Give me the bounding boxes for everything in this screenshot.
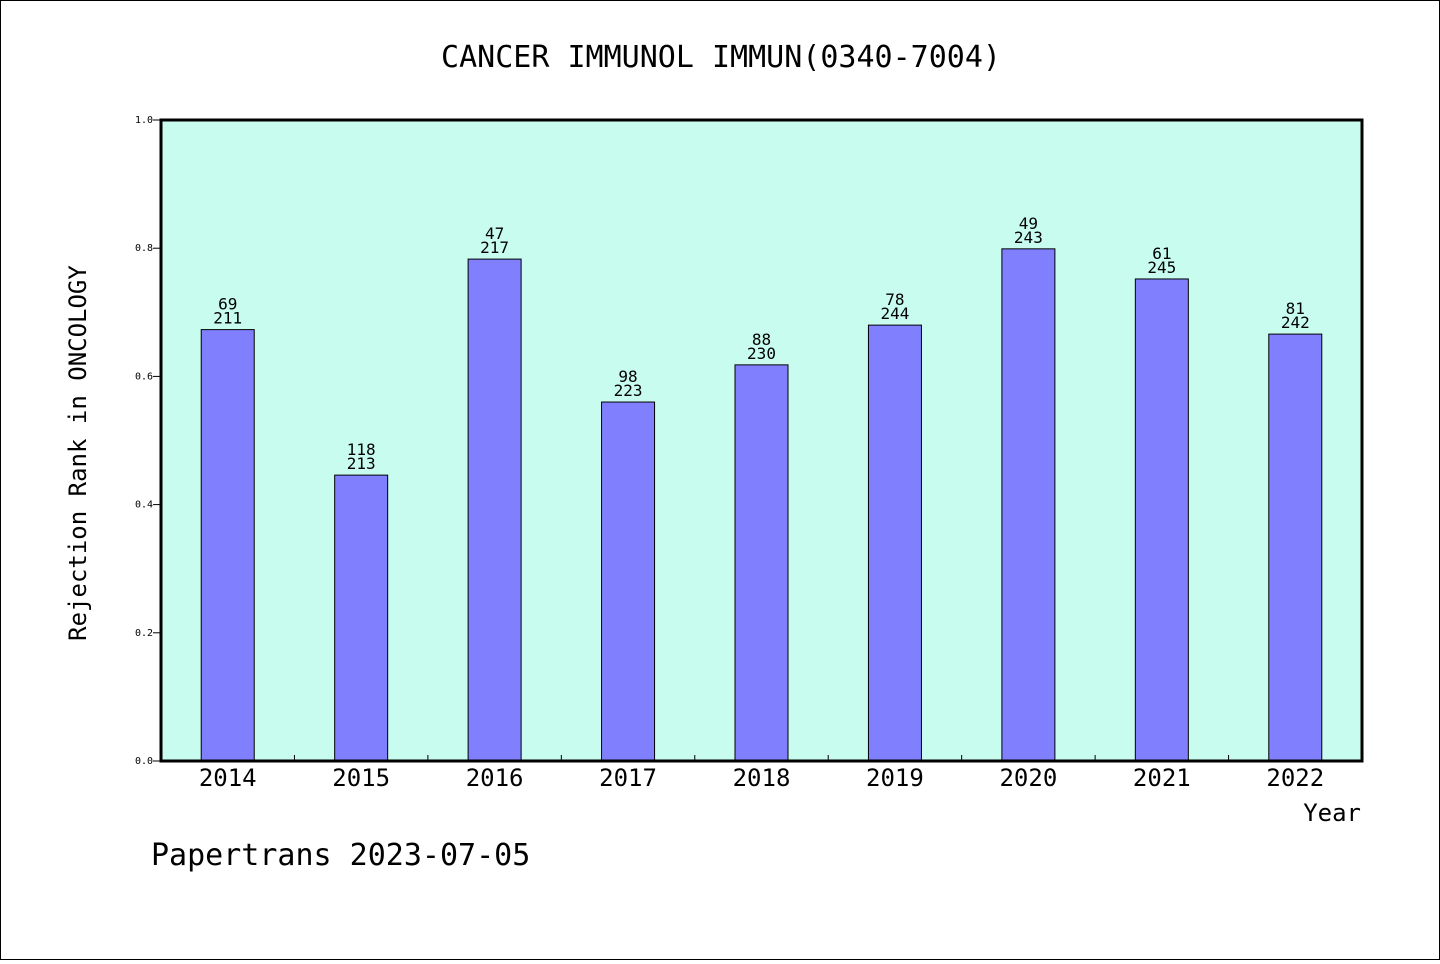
footer-text: Papertrans 2023-07-05: [151, 838, 530, 873]
rank-label: 61: [1152, 244, 1171, 263]
total-label: 211: [213, 309, 242, 328]
chart-title: CANCER IMMUNOL IMMUN(0340-7004): [441, 40, 1001, 75]
data-labels: 6921111821347217982238823078244492436124…: [213, 214, 1309, 473]
rank-label: 98: [618, 367, 637, 386]
y-tick-label: 0.8: [135, 243, 153, 254]
total-label: 217: [480, 238, 509, 257]
x-tick-label: 2021: [1133, 764, 1191, 792]
total-label: 213: [347, 454, 376, 473]
bar-2020: [1001, 248, 1056, 762]
rank-label: 47: [485, 224, 504, 243]
bar-2015: [334, 474, 389, 762]
plot-border: [159, 118, 1364, 763]
y-tick-label: 0.6: [135, 371, 153, 382]
x-tick-label: 2019: [866, 764, 924, 792]
x-tick-label: 2020: [999, 764, 1057, 792]
x-tick-label: 2022: [1266, 764, 1324, 792]
y-axis: 0.0 0.2 0.4 0.6 0.8 1.0: [135, 115, 161, 767]
total-label: 230: [747, 344, 776, 363]
total-label: 244: [880, 304, 909, 323]
x-tick-label: 2016: [466, 764, 524, 792]
total-label: 245: [1147, 258, 1176, 277]
x-tick-label: 2014: [199, 764, 257, 792]
y-tick-label: 0.2: [135, 628, 153, 639]
rank-label: 81: [1286, 299, 1305, 318]
total-label: 223: [614, 381, 643, 400]
rank-label: 78: [885, 290, 904, 309]
bar-2016: [467, 258, 522, 762]
total-label: 242: [1281, 313, 1310, 332]
rank-label: 69: [218, 295, 237, 314]
bar-2019: [867, 324, 922, 762]
bar-2018: [734, 364, 789, 762]
x-axis-label: Year: [1303, 799, 1361, 827]
rank-label: 49: [1019, 214, 1038, 233]
x-tick-label: 2015: [332, 764, 390, 792]
y-axis-label: Rejection Rank in ONCOLOGY: [64, 265, 92, 641]
bar-2022: [1268, 333, 1323, 762]
bar-series: [200, 248, 1323, 762]
rank-label: 88: [752, 330, 771, 349]
bar-2017: [601, 401, 656, 762]
y-tick-label: 0.4: [135, 500, 153, 511]
x-tick-label: 2017: [599, 764, 657, 792]
bar-2021: [1134, 278, 1189, 762]
y-tick-label: 0.0: [135, 756, 153, 767]
y-tick-label: 1.0: [135, 115, 153, 126]
x-axis: 2014 2015 2016 2017 2018 2019 2020 2021 2022: [199, 755, 1324, 792]
bar-2014: [200, 329, 255, 762]
x-tick-label: 2018: [733, 764, 791, 792]
rank-label: 118: [347, 440, 376, 459]
total-label: 243: [1014, 228, 1043, 247]
